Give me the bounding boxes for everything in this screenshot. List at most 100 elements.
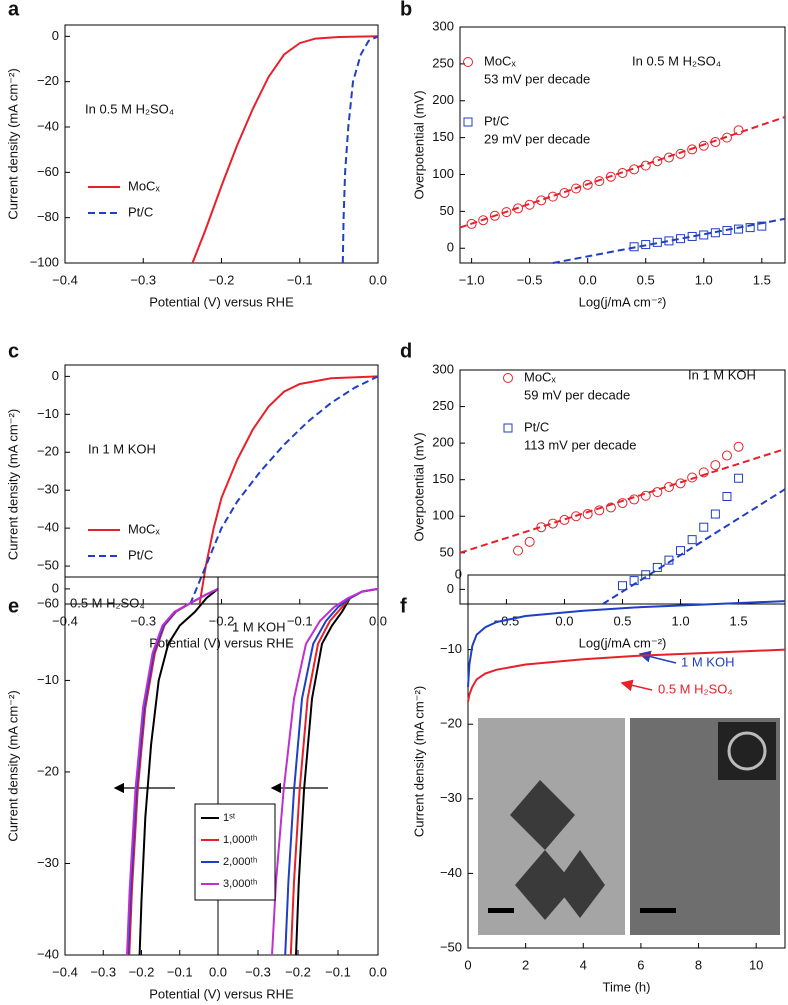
legend-label: 1,000ᵗʰ — [223, 834, 257, 846]
marker — [547, 191, 558, 202]
marker — [571, 183, 582, 194]
legend-label: MoCₓ — [484, 53, 516, 68]
panel-label: e — [8, 595, 19, 617]
y-tick-label: −40 — [37, 946, 59, 961]
marker — [582, 509, 593, 520]
y-tick-label: −60 — [37, 595, 59, 610]
x-axis-title: Potential (V) versus RHE — [149, 635, 294, 650]
panel-label: a — [8, 0, 20, 20]
annotation: In 0.5 M H₂SO₄ — [85, 101, 174, 116]
y-axis-title: Current density (mA cm⁻²) — [5, 68, 20, 219]
marker — [524, 199, 535, 210]
plot-frame — [64, 364, 379, 605]
y-tick-label: −50 — [37, 558, 59, 573]
marker — [652, 156, 663, 167]
legend-marker — [503, 373, 513, 383]
marker — [721, 132, 732, 143]
legend-note: 59 mV per decade — [524, 387, 630, 402]
x-tick-label: 0.0 — [579, 272, 597, 287]
x-tick-label: −0.1 — [287, 613, 313, 628]
arrow — [620, 679, 653, 692]
x-tick-label: 0.5 — [637, 272, 655, 287]
y-tick-label: 300 — [432, 18, 454, 33]
legend-label: Pt/C — [128, 547, 153, 562]
plot-frame — [459, 26, 786, 264]
y-axis-title: Current density (mA cm⁻²) — [5, 409, 20, 560]
marker — [699, 522, 709, 532]
marker — [501, 207, 512, 218]
plot-frame — [64, 576, 379, 956]
y-tick-label: 150 — [432, 129, 454, 144]
legend-label: MoCₓ — [128, 178, 160, 193]
y-tick-label: 300 — [432, 361, 454, 376]
series-line — [126, 587, 219, 956]
marker — [698, 140, 709, 151]
marker — [605, 502, 616, 513]
x-tick-label: 0.0 — [369, 272, 387, 287]
y-tick-label: −40 — [440, 865, 462, 880]
series-line — [459, 448, 786, 554]
marker — [757, 221, 767, 231]
y-tick-label: 0 — [52, 580, 59, 595]
marker — [489, 210, 500, 221]
marker — [605, 171, 616, 182]
legend-marker — [463, 57, 473, 67]
marker — [640, 490, 651, 501]
particles — [510, 780, 605, 920]
panel-label: f — [400, 595, 407, 617]
x-axis-title: Log(j/mA cm⁻²) — [579, 294, 667, 309]
y-tick-label: −40 — [37, 520, 59, 535]
marker — [629, 494, 640, 505]
marker — [698, 467, 709, 478]
legend-label: Pt/C — [484, 113, 509, 128]
scale-bar — [488, 908, 514, 913]
legend-note: 53 mV per decade — [484, 71, 590, 86]
marker — [641, 240, 651, 250]
annotation: In 1 M KOH — [88, 441, 156, 456]
x-tick-label: 2 — [522, 957, 529, 972]
x-tick-label: −0.2 — [129, 964, 155, 979]
x-tick-label: −0.1 — [287, 272, 313, 287]
marker — [687, 535, 697, 545]
marker — [652, 562, 662, 572]
x-axis-title: Log(j/mA cm⁻²) — [579, 635, 667, 650]
x-axis-title: Potential (V) versus RHE — [149, 986, 294, 1001]
marker — [547, 518, 558, 529]
legend-label: MoCₓ — [128, 521, 160, 536]
y-tick-label: 0 — [447, 240, 454, 255]
x-tick-label: 1.5 — [753, 272, 771, 287]
y-tick-label: −20 — [37, 763, 59, 778]
x-tick-label: 0.0 — [209, 964, 227, 979]
y-tick-label: 50 — [440, 544, 454, 559]
legend-label: 3,000ᵗʰ — [223, 878, 257, 890]
marker — [582, 179, 593, 190]
x-tick-label: −0.3 — [90, 964, 116, 979]
marker — [663, 482, 674, 492]
legend-label: Pt/C — [524, 419, 549, 434]
y-tick-label: −10 — [37, 406, 59, 421]
marker — [687, 144, 698, 155]
x-tick-label: 8 — [695, 957, 702, 972]
panel-label: b — [400, 0, 412, 20]
marker — [629, 164, 640, 175]
marker — [676, 546, 686, 556]
marker — [571, 511, 582, 522]
marker — [617, 498, 628, 509]
half-label: 0.5 M H₂SO₄ — [70, 595, 145, 610]
marker — [675, 478, 686, 489]
marker — [675, 148, 686, 159]
x-tick-label: −0.1 — [167, 964, 193, 979]
x-tick-label: −0.3 — [130, 613, 156, 628]
annotation: In 1 M KOH — [688, 367, 756, 382]
x-tick-label: 0.0 — [555, 613, 573, 628]
x-tick-label: −0.3 — [130, 272, 156, 287]
series-line — [467, 600, 786, 687]
series-line — [295, 587, 379, 956]
y-tick-label: −50 — [440, 939, 462, 954]
marker — [640, 160, 651, 171]
series-line — [289, 587, 379, 956]
inset-images — [113, 650, 780, 935]
marker — [710, 137, 721, 148]
y-tick-label: −20 — [37, 73, 59, 88]
y-tick-label: 250 — [432, 55, 454, 70]
